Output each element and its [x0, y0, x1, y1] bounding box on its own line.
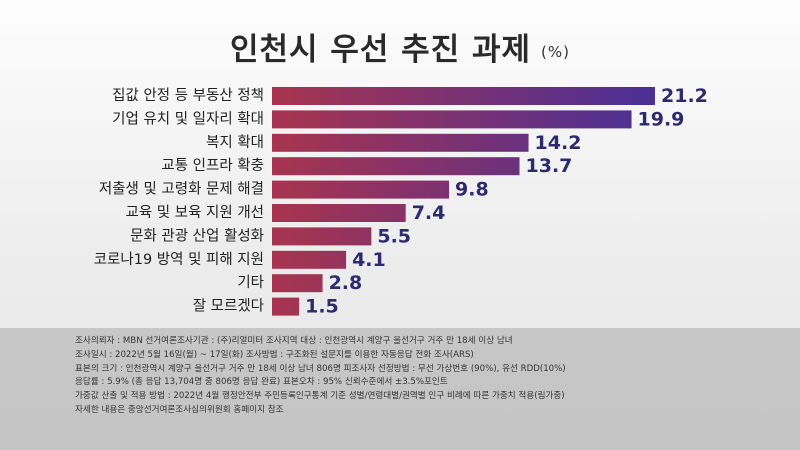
- bar: [272, 157, 520, 176]
- bar: [272, 133, 529, 152]
- value-label: 4.1: [352, 249, 386, 271]
- category-label: 잘 모르겠다: [193, 298, 264, 315]
- value-label: 7.4: [412, 202, 446, 224]
- category-label: 집값 안정 등 부동산 정책: [112, 87, 264, 104]
- survey-info-line: 가중값 산출 및 적용 방법 : 2022년 4월 행정안전부 주민등록인구통계…: [75, 391, 565, 402]
- bar: [272, 274, 323, 293]
- category-label: 기타: [237, 274, 264, 291]
- category-label: 코로나19 방역 및 피해 지원: [94, 251, 264, 268]
- bar: [272, 227, 372, 246]
- bar: [272, 87, 655, 105]
- category-label: 저출생 및 고령화 문제 해결: [99, 181, 264, 198]
- value-label: 9.8: [455, 179, 489, 201]
- category-label: 복지 확대: [206, 134, 264, 151]
- value-label: 14.2: [535, 132, 582, 154]
- bar: [272, 204, 406, 222]
- survey-info-line: 표본의 크기 : 인천광역시 계양구 을선거구 거주 만 18세 이상 남녀 8…: [75, 363, 566, 374]
- category-label: 문화 관광 산업 활성화: [130, 227, 264, 244]
- bar: [272, 250, 347, 269]
- chart-unit: (%): [541, 42, 571, 61]
- category-label: 교육 및 보육 지원 개선: [126, 204, 265, 221]
- bar-group: 집값 안정 등 부동산 정책 21.2 기업 유치 및 일자리 확대 19.9 복지 확…: [94, 85, 708, 318]
- value-label: 13.7: [526, 155, 573, 177]
- chart-title: 인천시 우선 추진 과제 (%): [0, 24, 800, 69]
- category-label: 기업 유치 및 일자리 확대: [112, 110, 264, 127]
- bar: [272, 110, 632, 129]
- category-label: 교통 인프라 확충: [161, 157, 264, 174]
- survey-info-line: 조사일시 : 2022년 5월 16일(월) ~ 17일(화) 조사방법 : 구…: [75, 349, 474, 360]
- bar: [272, 180, 450, 199]
- value-label: 19.9: [638, 108, 685, 130]
- value-label: 1.5: [305, 296, 339, 318]
- value-label: 21.2: [661, 85, 708, 107]
- bar-chart: 집값 안정 등 부동산 정책 21.2 기업 유치 및 일자리 확대 19.9 복지 확…: [94, 85, 708, 318]
- survey-info-panel: 조사의뢰자 : MBN 선거여론조사기관 : (주)리얼미터 조사지역 대상 :…: [0, 328, 800, 450]
- value-label: 5.5: [377, 225, 411, 247]
- survey-info-line: 조사의뢰자 : MBN 선거여론조사기관 : (주)리얼미터 조사지역 대상 :…: [75, 336, 513, 346]
- survey-info-line: 응답률 : 5.9% (총 응답 13,704명 중 806명 응답 완료) 표…: [75, 377, 448, 388]
- chart-title-text: 인천시 우선 추진 과제: [229, 32, 532, 68]
- value-label: 2.8: [329, 272, 363, 294]
- bar: [272, 297, 300, 316]
- survey-info-line: 자세한 내용은 중앙선거여론조사심의위원회 홈페이지 참조: [75, 405, 284, 415]
